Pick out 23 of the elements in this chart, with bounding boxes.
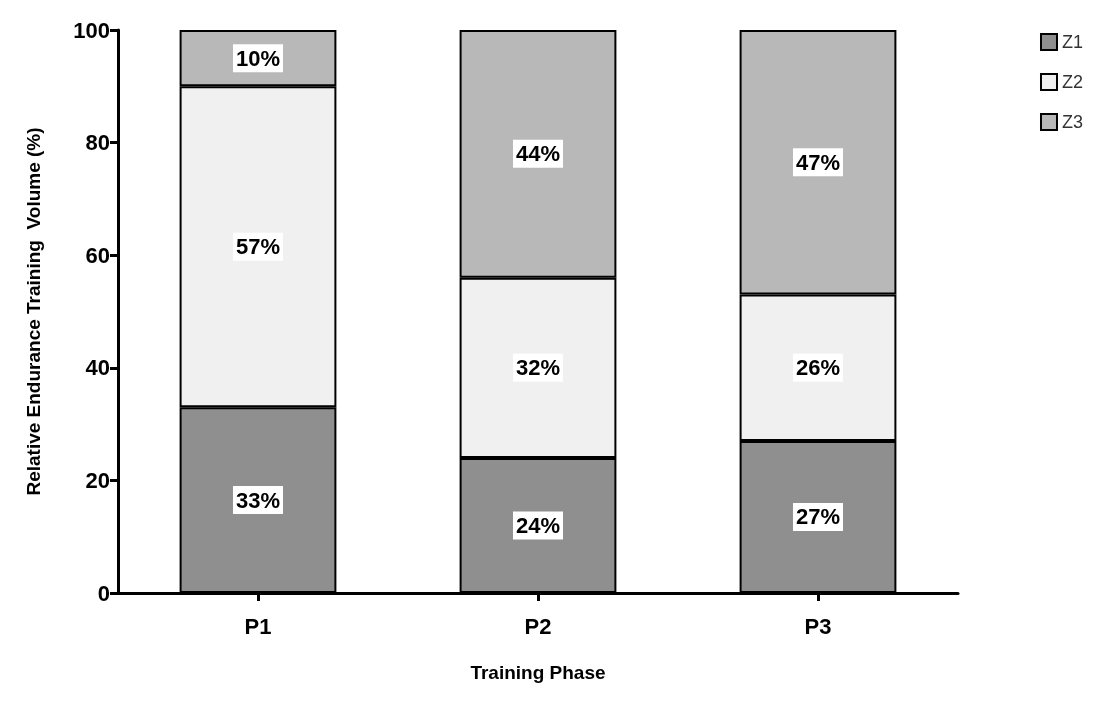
y-tick-label: 20 (85, 467, 110, 493)
data-label: 47% (795, 149, 841, 175)
data-label: 26% (795, 355, 841, 381)
x-tick-label: P1 (244, 613, 272, 639)
data-label: 32% (515, 355, 561, 381)
legend-label: Z3 (1061, 112, 1084, 132)
y-tick-label: 100 (73, 17, 110, 43)
data-label: 57% (235, 234, 281, 260)
y-tick-label: 40 (85, 355, 110, 381)
legend-label: Z2 (1061, 72, 1084, 92)
data-label: 33% (235, 487, 281, 513)
data-label: 27% (795, 504, 841, 530)
data-label: 24% (515, 512, 561, 538)
x-axis-title: Training Phase (470, 662, 606, 683)
y-tick-label: 80 (85, 130, 110, 156)
y-tick-label: 0 (97, 580, 110, 606)
x-tick-label: P3 (804, 613, 832, 639)
y-axis-title: Relative Endurance Training Volume (%) (23, 127, 44, 496)
data-label: 10% (235, 45, 281, 71)
legend-label: Z1 (1061, 32, 1084, 52)
x-tick-label: P2 (524, 613, 552, 639)
data-label: 44% (515, 141, 561, 167)
y-tick-label: 60 (85, 242, 110, 268)
